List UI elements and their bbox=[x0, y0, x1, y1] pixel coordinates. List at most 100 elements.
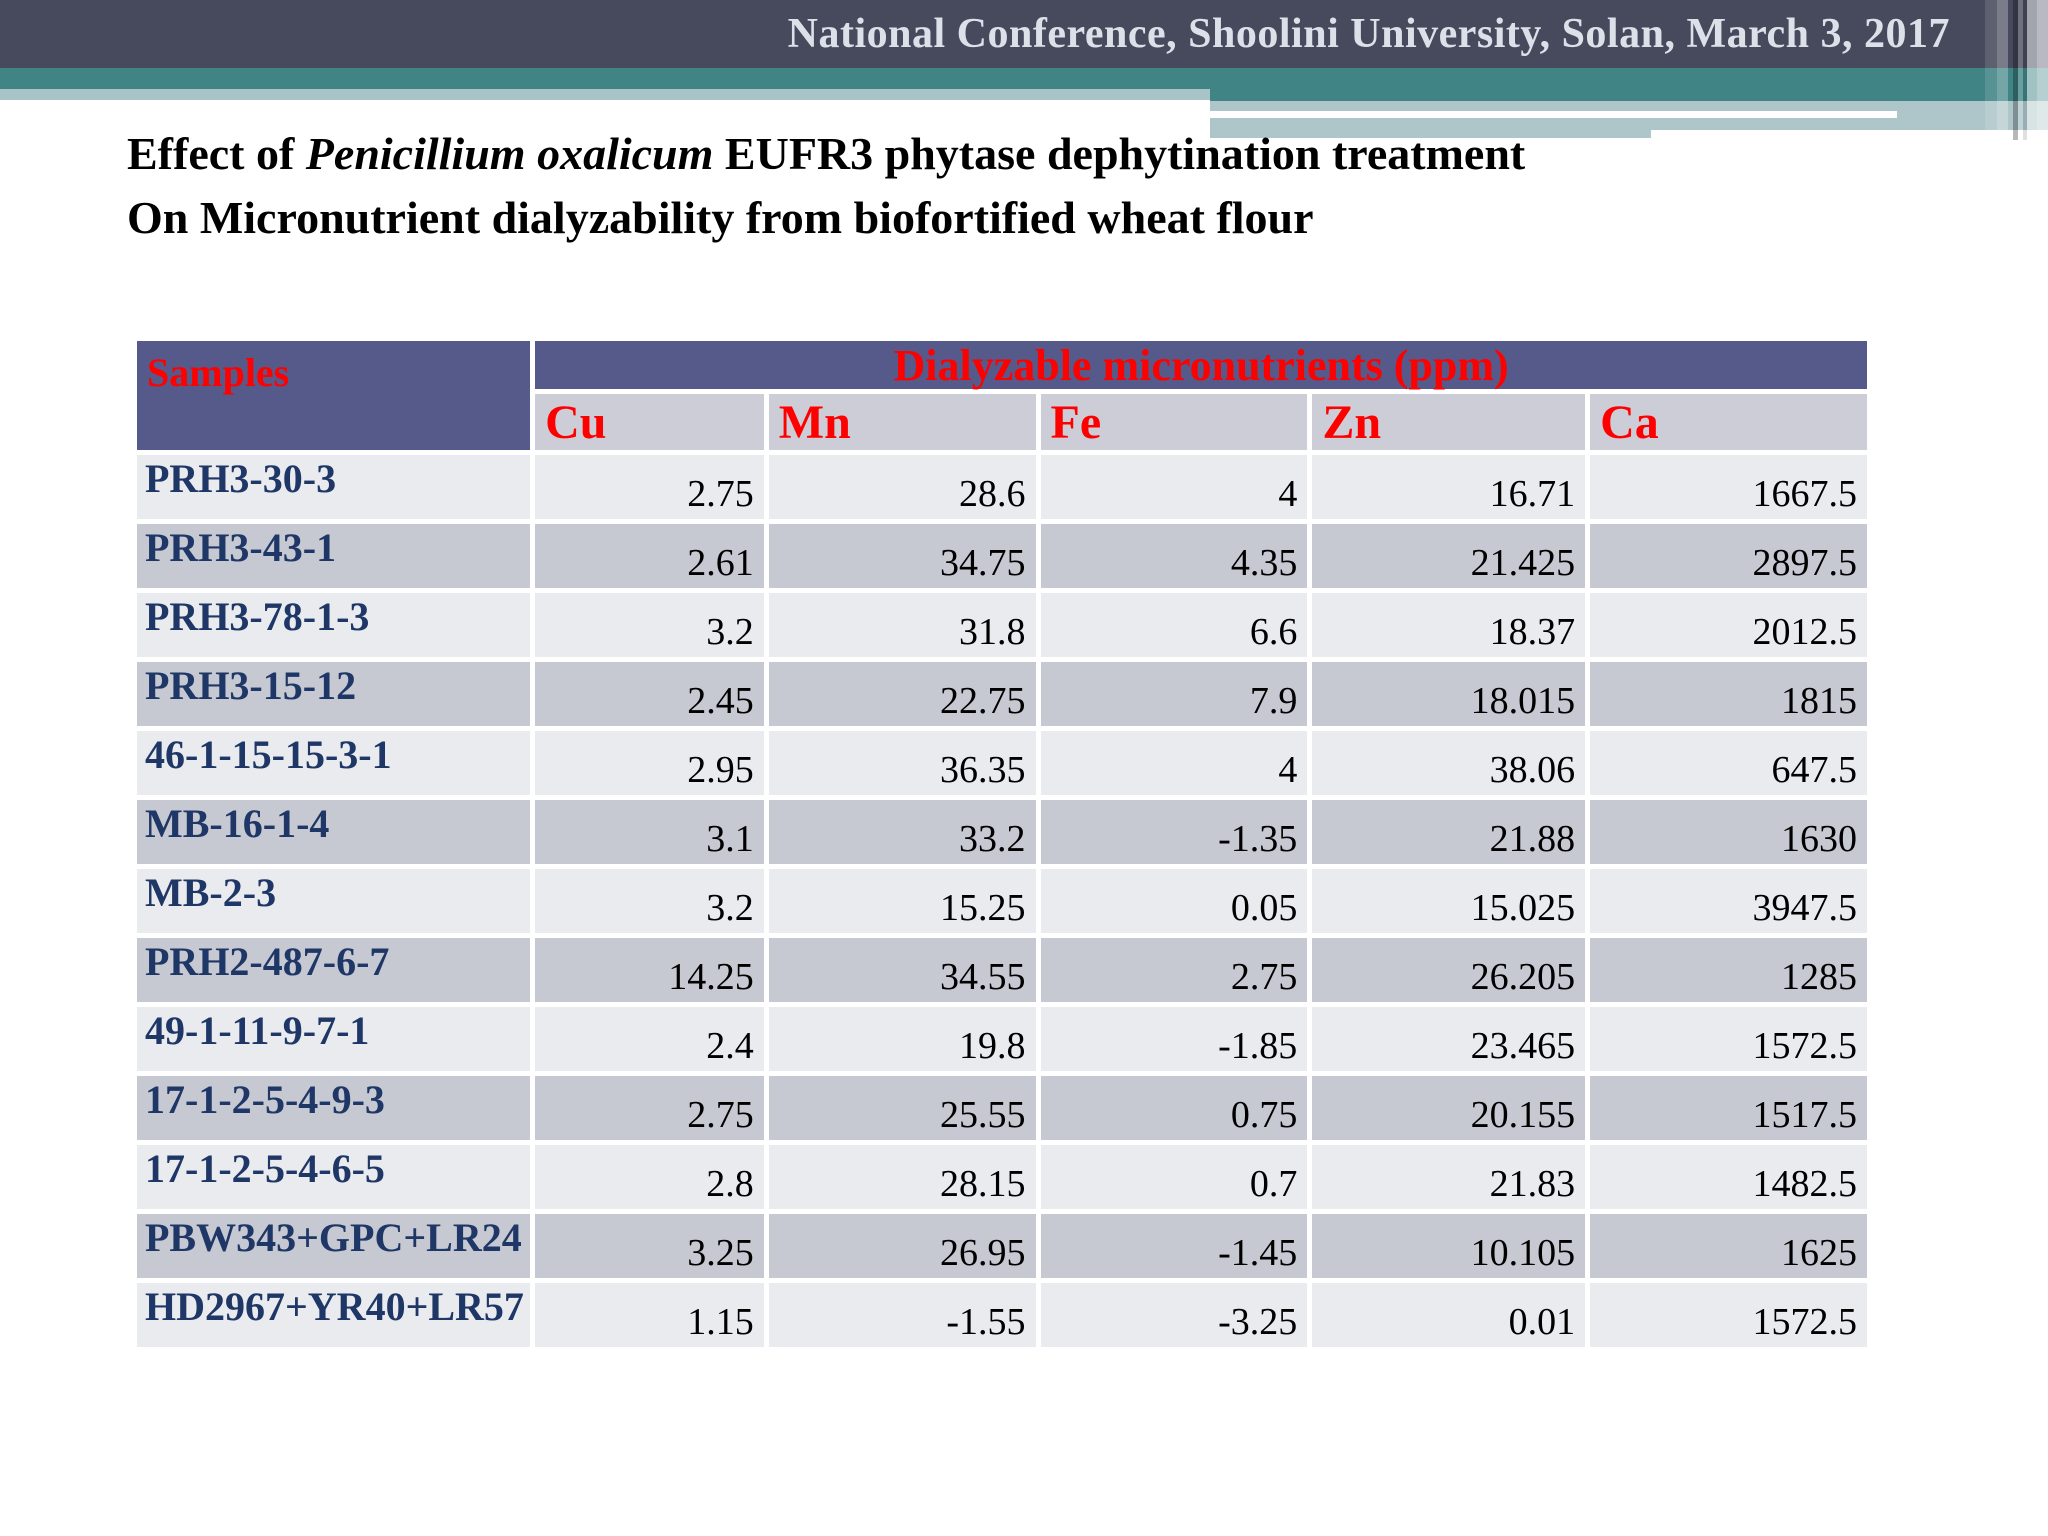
value-cell: 4.35 bbox=[1040, 524, 1308, 588]
value-cell: 38.06 bbox=[1312, 731, 1586, 795]
value-cell: 1.15 bbox=[535, 1283, 764, 1347]
value-cell: -1.55 bbox=[768, 1283, 1036, 1347]
decorative-stripe bbox=[1985, 0, 1997, 130]
value-cell: 23.465 bbox=[1312, 1007, 1586, 1071]
value-cell: 26.205 bbox=[1312, 938, 1586, 1002]
table-row: PRH2-487-6-7 14.25 34.55 2.75 26.205 1285 bbox=[137, 938, 1867, 1002]
sample-name-cell: PRH3-78-1-3 bbox=[137, 593, 531, 657]
corner-stripes bbox=[1985, 0, 2048, 140]
value-cell: 15.25 bbox=[768, 869, 1036, 933]
value-cell: 1630 bbox=[1590, 800, 1867, 864]
decorative-stripe bbox=[2037, 0, 2048, 140]
value-cell: 21.88 bbox=[1312, 800, 1586, 864]
value-cell: 15.025 bbox=[1312, 869, 1586, 933]
value-cell: 18.015 bbox=[1312, 662, 1586, 726]
column-header-cu: Cu bbox=[535, 394, 764, 450]
sample-name-cell: PRH2-487-6-7 bbox=[137, 938, 531, 1002]
decorative-stripe bbox=[2023, 0, 2027, 140]
value-cell: 36.35 bbox=[768, 731, 1036, 795]
column-header-ca: Ca bbox=[1590, 394, 1867, 450]
value-cell: 26.95 bbox=[768, 1214, 1036, 1278]
value-cell: 7.9 bbox=[1040, 662, 1308, 726]
value-cell: 6.6 bbox=[1040, 593, 1308, 657]
table-row: 17-1-2-5-4-9-3 2.75 25.55 0.75 20.155 1517.5 bbox=[137, 1076, 1867, 1140]
value-cell: 1625 bbox=[1590, 1214, 1867, 1278]
value-cell: 2.45 bbox=[535, 662, 764, 726]
value-cell: 34.75 bbox=[768, 524, 1036, 588]
title-text: Effect of bbox=[127, 128, 306, 179]
value-cell: 2.75 bbox=[535, 455, 764, 519]
value-cell: 28.6 bbox=[768, 455, 1036, 519]
value-cell: 2012.5 bbox=[1590, 593, 1867, 657]
value-cell: 3.2 bbox=[535, 593, 764, 657]
title-species-italic: Penicillium oxalicum bbox=[305, 128, 714, 179]
value-cell: 18.37 bbox=[1312, 593, 1586, 657]
value-cell: 1572.5 bbox=[1590, 1283, 1867, 1347]
banner-white-block bbox=[1651, 130, 2048, 138]
value-cell: 10.105 bbox=[1312, 1214, 1586, 1278]
sample-name-cell: MB-16-1-4 bbox=[137, 800, 531, 864]
table-body: PRH3-30-3 2.75 28.6 4 16.71 1667.5 PRH3-43-1 2.… bbox=[137, 455, 1867, 1347]
slide-title: Effect of Penicillium oxalicum EUFR3 phy… bbox=[127, 122, 1525, 250]
banner-white-stripe bbox=[1210, 111, 1897, 118]
title-text: EUFR3 phytase dephytination treatment bbox=[713, 128, 1526, 179]
sample-name-cell: 49-1-11-9-7-1 bbox=[137, 1007, 531, 1071]
value-cell: 2.75 bbox=[535, 1076, 764, 1140]
banner-dark-band bbox=[0, 0, 2048, 68]
value-cell: -1.45 bbox=[1040, 1214, 1308, 1278]
sample-name-cell: PRH3-15-12 bbox=[137, 662, 531, 726]
value-cell: 1667.5 bbox=[1590, 455, 1867, 519]
conference-banner: National Conference, Shoolini University… bbox=[787, 11, 1950, 57]
value-cell: 2.61 bbox=[535, 524, 764, 588]
value-cell: 2.4 bbox=[535, 1007, 764, 1071]
sample-name-cell: PRH3-30-3 bbox=[137, 455, 531, 519]
group-header-cell: Dialyzable micronutrients (ppm) bbox=[535, 341, 1867, 389]
value-cell: 0.01 bbox=[1312, 1283, 1586, 1347]
value-cell: 2.95 bbox=[535, 731, 764, 795]
sample-name-cell: 17-1-2-5-4-9-3 bbox=[137, 1076, 531, 1140]
value-cell: 2.75 bbox=[1040, 938, 1308, 1002]
value-cell: 3.1 bbox=[535, 800, 764, 864]
value-cell: 3.2 bbox=[535, 869, 764, 933]
value-cell: 4 bbox=[1040, 731, 1308, 795]
decorative-stripe bbox=[2018, 0, 2023, 140]
banner-light-band-left bbox=[0, 89, 1210, 100]
table-row: 46-1-15-15-3-1 2.95 36.35 4 38.06 647.5 bbox=[137, 731, 1867, 795]
value-cell: 28.15 bbox=[768, 1145, 1036, 1209]
value-cell: 31.8 bbox=[768, 593, 1036, 657]
slide-title-line2: On Micronutrient dialyzability from biof… bbox=[127, 192, 1314, 243]
column-header-fe: Fe bbox=[1040, 394, 1308, 450]
sample-name-cell: 17-1-2-5-4-6-5 bbox=[137, 1145, 531, 1209]
table-row: PRH3-43-1 2.61 34.75 4.35 21.425 2897.5 bbox=[137, 524, 1867, 588]
sample-name-cell: 46-1-15-15-3-1 bbox=[137, 731, 531, 795]
table-row: MB-16-1-4 3.1 33.2 -1.35 21.88 1630 bbox=[137, 800, 1867, 864]
table-row: 49-1-11-9-7-1 2.4 19.8 -1.85 23.465 1572.5 bbox=[137, 1007, 1867, 1071]
banner-teal-band-right bbox=[1210, 68, 2048, 101]
decorative-stripe bbox=[2027, 0, 2037, 140]
slide-title-line1: Effect of Penicillium oxalicum EUFR3 phy… bbox=[127, 122, 1525, 186]
samples-header-cell: Samples bbox=[137, 341, 531, 450]
value-cell: 4 bbox=[1040, 455, 1308, 519]
value-cell: 22.75 bbox=[768, 662, 1036, 726]
column-header-zn: Zn bbox=[1312, 394, 1586, 450]
value-cell: 33.2 bbox=[768, 800, 1036, 864]
sample-name-cell: HD2967+YR40+LR57 bbox=[137, 1283, 531, 1347]
value-cell: 0.7 bbox=[1040, 1145, 1308, 1209]
value-cell: -1.85 bbox=[1040, 1007, 1308, 1071]
value-cell: 0.75 bbox=[1040, 1076, 1308, 1140]
value-cell: 16.71 bbox=[1312, 455, 1586, 519]
value-cell: 21.425 bbox=[1312, 524, 1586, 588]
value-cell: 20.155 bbox=[1312, 1076, 1586, 1140]
table-row: PRH3-15-12 2.45 22.75 7.9 18.015 1815 bbox=[137, 662, 1867, 726]
sample-name-cell: MB-2-3 bbox=[137, 869, 531, 933]
value-cell: 34.55 bbox=[768, 938, 1036, 1002]
table-row: PRH3-30-3 2.75 28.6 4 16.71 1667.5 bbox=[137, 455, 1867, 519]
banner-teal-band-left bbox=[0, 68, 1210, 89]
value-cell: -3.25 bbox=[1040, 1283, 1308, 1347]
value-cell: 0.05 bbox=[1040, 869, 1308, 933]
value-cell: 647.5 bbox=[1590, 731, 1867, 795]
value-cell: 3947.5 bbox=[1590, 869, 1867, 933]
decorative-stripe bbox=[1997, 0, 2008, 130]
value-cell: 21.83 bbox=[1312, 1145, 1586, 1209]
